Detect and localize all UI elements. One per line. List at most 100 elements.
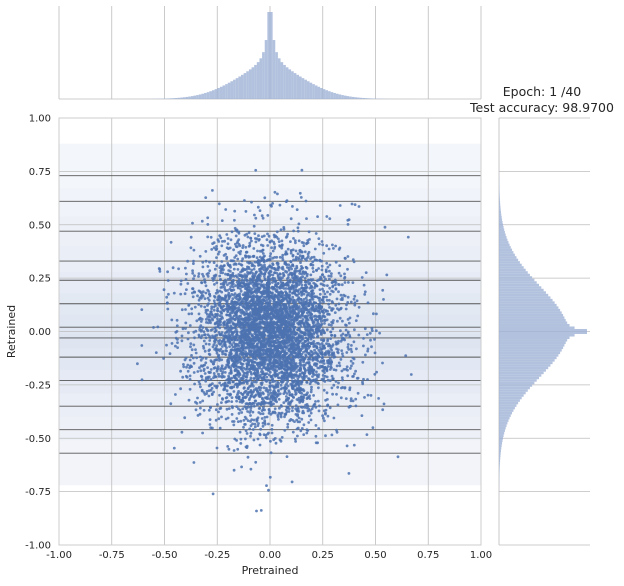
scatter-point	[181, 431, 184, 434]
scatter-point	[158, 268, 161, 271]
scatter-point	[302, 396, 305, 399]
scatter-point	[232, 385, 235, 388]
scatter-point	[268, 275, 271, 278]
scatter-point	[232, 341, 235, 344]
scatter-point	[312, 371, 315, 374]
scatter-point	[257, 424, 260, 427]
scatter-point	[205, 357, 208, 360]
scatter-point	[174, 393, 177, 396]
right-hist-bar	[499, 352, 560, 355]
scatter-point	[258, 386, 261, 389]
scatter-point	[271, 424, 274, 427]
right-hist-bar	[499, 311, 562, 314]
top-hist-bar	[283, 65, 286, 99]
scatter-point	[193, 461, 196, 464]
scatter-point	[208, 353, 211, 356]
scatter-point	[250, 318, 253, 321]
scatter-point	[279, 316, 282, 319]
scatter-point	[331, 244, 334, 247]
scatter-point	[238, 262, 241, 265]
scatter-point	[335, 288, 338, 291]
scatter-point	[253, 388, 256, 391]
scatter-point	[248, 427, 251, 430]
scatter-point	[307, 334, 310, 337]
top-hist-bar	[349, 97, 352, 99]
scatter-point	[239, 442, 242, 445]
scatter-point	[198, 313, 201, 316]
scatter-point	[321, 378, 324, 381]
scatter-point	[211, 319, 214, 322]
scatter-point	[209, 418, 212, 421]
scatter-point	[318, 356, 321, 359]
scatter-point	[241, 264, 244, 267]
scatter-point	[326, 404, 329, 407]
scatter-point	[370, 345, 373, 348]
scatter-point	[218, 394, 221, 397]
scatter-point	[297, 420, 300, 423]
right-hist-bar	[499, 367, 548, 370]
scatter-point	[226, 283, 229, 286]
top-hist-bar	[183, 97, 186, 99]
scatter-point	[330, 349, 333, 352]
scatter-point	[310, 391, 313, 394]
right-hist-bar	[499, 246, 511, 249]
scatter-point	[300, 287, 303, 290]
right-hist-bar	[499, 211, 501, 214]
scatter-point	[203, 340, 206, 343]
scatter-point	[271, 377, 274, 380]
scatter-point	[295, 301, 298, 304]
scatter-point	[313, 373, 316, 376]
scatter-point	[215, 248, 218, 251]
scatter-point	[213, 385, 216, 388]
top-hist-bar	[312, 84, 315, 99]
scatter-point	[248, 267, 251, 270]
scatter-point	[220, 416, 223, 419]
right-hist-bar	[499, 229, 504, 232]
scatter-point	[233, 268, 236, 271]
scatter-point	[218, 275, 221, 278]
right-hist-bar	[499, 369, 546, 372]
scatter-point	[319, 301, 322, 304]
right-hist-bar	[499, 276, 532, 279]
top-hist-bar	[175, 98, 178, 99]
top-hist-bar	[254, 65, 257, 99]
scatter-point	[332, 247, 335, 250]
right-hist-bar	[499, 392, 526, 395]
scatter-point	[279, 343, 282, 346]
scatter-point	[345, 308, 348, 311]
top-hist-bar	[244, 73, 247, 99]
scatter-point	[235, 254, 238, 257]
scatter-point	[343, 339, 346, 342]
scatter-point	[281, 336, 284, 339]
scatter-point	[214, 366, 217, 369]
scatter-point	[315, 305, 318, 308]
scatter-point	[366, 333, 369, 336]
scatter-point	[224, 208, 227, 211]
scatter-point	[240, 327, 243, 330]
scatter-point	[271, 262, 274, 265]
scatter-point	[313, 256, 316, 259]
scatter-point	[235, 235, 238, 238]
scatter-point	[229, 312, 232, 315]
scatter-point	[250, 364, 253, 367]
scatter-point	[200, 330, 203, 333]
scatter-point	[291, 382, 294, 385]
scatter-point	[363, 284, 366, 287]
scatter-point	[189, 388, 192, 391]
top-hist-bar	[360, 98, 363, 99]
scatter-point	[208, 293, 211, 296]
scatter-point	[286, 455, 289, 458]
scatter-point	[350, 360, 353, 363]
scatter-point	[249, 414, 252, 417]
scatter-point	[329, 366, 332, 369]
top-hist-bar	[265, 40, 268, 99]
right-hist-bar	[499, 424, 507, 427]
scatter-point	[230, 238, 233, 241]
right-hist-bar	[499, 314, 563, 317]
scatter-point	[294, 281, 297, 284]
scatter-point	[228, 345, 231, 348]
scatter-point	[206, 366, 209, 369]
scatter-point	[267, 393, 270, 396]
scatter-point	[273, 271, 276, 274]
scatter-point	[308, 361, 311, 364]
